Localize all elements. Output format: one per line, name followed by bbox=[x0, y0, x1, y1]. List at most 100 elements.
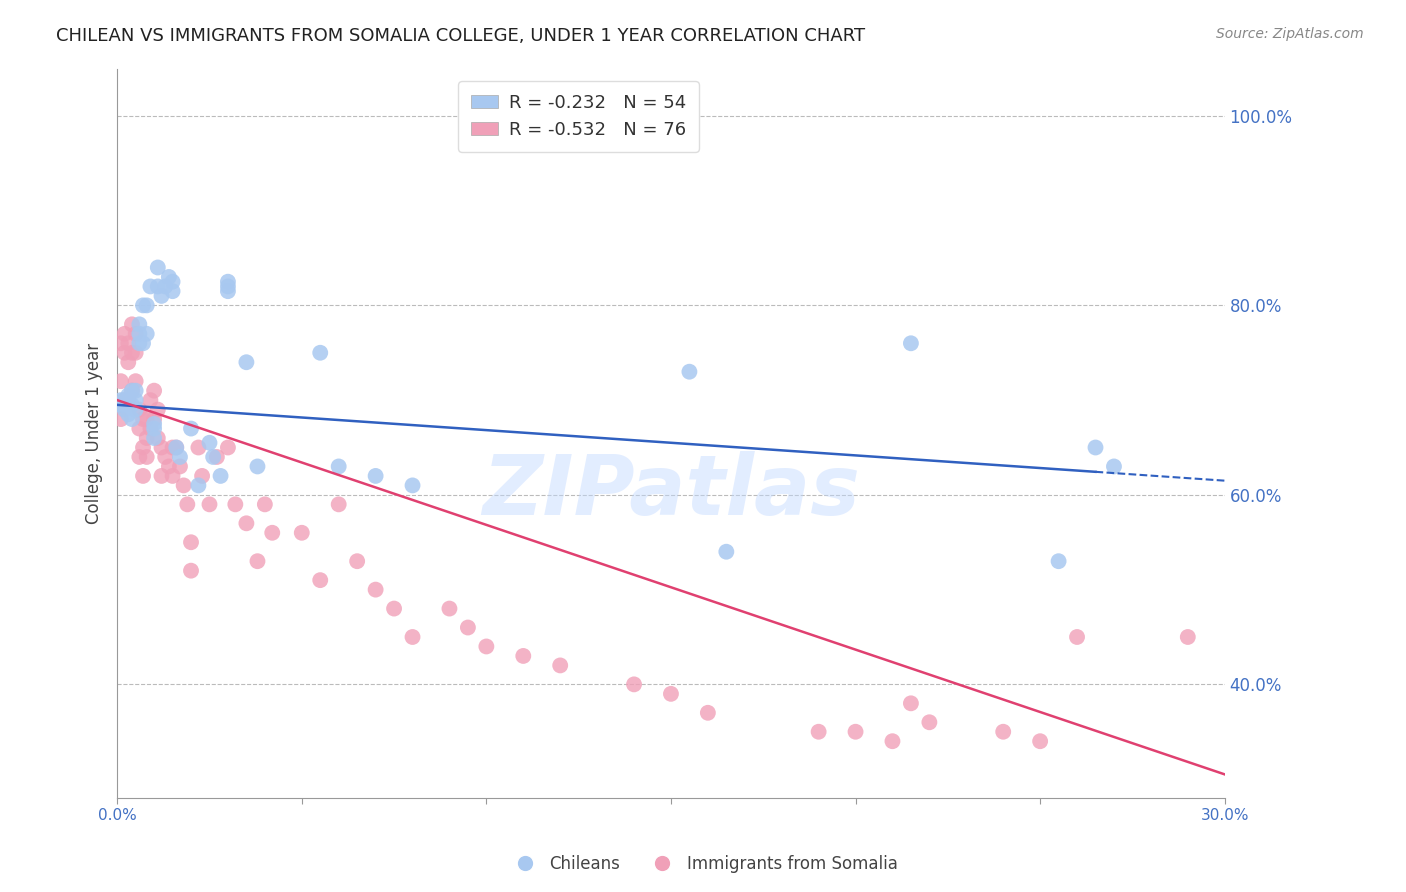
Point bbox=[121, 398, 143, 412]
Point bbox=[180, 564, 202, 578]
Point bbox=[143, 384, 166, 398]
Point bbox=[117, 336, 139, 351]
Point bbox=[162, 284, 184, 298]
Text: ZIPatlas: ZIPatlas bbox=[482, 451, 860, 533]
Point bbox=[716, 545, 738, 559]
Point bbox=[475, 640, 498, 654]
Point bbox=[187, 478, 209, 492]
Point bbox=[153, 450, 176, 464]
Point bbox=[882, 734, 904, 748]
Point bbox=[124, 393, 146, 408]
Point bbox=[165, 441, 187, 455]
Point bbox=[114, 398, 136, 412]
Point bbox=[117, 408, 139, 422]
Point bbox=[180, 421, 202, 435]
Point bbox=[157, 459, 180, 474]
Point bbox=[209, 469, 232, 483]
Point bbox=[1102, 459, 1125, 474]
Point bbox=[162, 441, 184, 455]
Point bbox=[309, 345, 332, 359]
Point bbox=[162, 469, 184, 483]
Point bbox=[328, 459, 350, 474]
Point bbox=[121, 384, 143, 398]
Point bbox=[382, 601, 405, 615]
Point bbox=[121, 318, 143, 332]
Point bbox=[217, 284, 239, 298]
Point bbox=[128, 326, 150, 341]
Point bbox=[135, 412, 157, 426]
Point bbox=[253, 497, 276, 511]
Point bbox=[457, 620, 479, 634]
Point bbox=[139, 279, 162, 293]
Point bbox=[993, 724, 1015, 739]
Point bbox=[439, 601, 461, 615]
Point bbox=[135, 326, 157, 341]
Point bbox=[198, 497, 221, 511]
Text: Source: ZipAtlas.com: Source: ZipAtlas.com bbox=[1216, 27, 1364, 41]
Point bbox=[150, 469, 173, 483]
Point bbox=[512, 648, 534, 663]
Point bbox=[364, 582, 387, 597]
Point bbox=[165, 441, 187, 455]
Point bbox=[132, 412, 155, 426]
Point bbox=[1177, 630, 1199, 644]
Point bbox=[918, 715, 941, 730]
Point bbox=[143, 421, 166, 435]
Point bbox=[124, 402, 146, 417]
Point bbox=[153, 279, 176, 293]
Point bbox=[169, 459, 191, 474]
Point bbox=[224, 497, 246, 511]
Legend: R = -0.232   N = 54, R = -0.532   N = 76: R = -0.232 N = 54, R = -0.532 N = 76 bbox=[458, 81, 699, 152]
Point bbox=[202, 450, 225, 464]
Point bbox=[110, 398, 132, 412]
Point bbox=[246, 459, 269, 474]
Text: CHILEAN VS IMMIGRANTS FROM SOMALIA COLLEGE, UNDER 1 YEAR CORRELATION CHART: CHILEAN VS IMMIGRANTS FROM SOMALIA COLLE… bbox=[56, 27, 865, 45]
Point bbox=[150, 289, 173, 303]
Point bbox=[121, 384, 143, 398]
Point bbox=[291, 525, 314, 540]
Point bbox=[135, 298, 157, 312]
Point bbox=[162, 275, 184, 289]
Point bbox=[135, 450, 157, 464]
Point bbox=[132, 298, 155, 312]
Point bbox=[124, 384, 146, 398]
Point bbox=[128, 402, 150, 417]
Point bbox=[1084, 441, 1107, 455]
Point bbox=[401, 478, 423, 492]
Point bbox=[246, 554, 269, 568]
Point bbox=[124, 345, 146, 359]
Point bbox=[139, 393, 162, 408]
Point bbox=[364, 469, 387, 483]
Point bbox=[262, 525, 284, 540]
Point bbox=[143, 417, 166, 431]
Point bbox=[117, 398, 139, 412]
Point bbox=[169, 450, 191, 464]
Point bbox=[198, 435, 221, 450]
Point bbox=[110, 393, 132, 408]
Point bbox=[900, 336, 922, 351]
Point bbox=[191, 469, 214, 483]
Point bbox=[114, 402, 136, 417]
Point bbox=[121, 412, 143, 426]
Point bbox=[696, 706, 718, 720]
Point bbox=[139, 421, 162, 435]
Point bbox=[132, 336, 155, 351]
Point bbox=[328, 497, 350, 511]
Point bbox=[146, 402, 169, 417]
Point bbox=[807, 724, 830, 739]
Point bbox=[678, 365, 700, 379]
Point bbox=[110, 374, 132, 388]
Point bbox=[309, 573, 332, 587]
Point bbox=[217, 279, 239, 293]
Point bbox=[900, 696, 922, 710]
Point bbox=[346, 554, 368, 568]
Point bbox=[1029, 734, 1052, 748]
Y-axis label: College, Under 1 year: College, Under 1 year bbox=[86, 343, 103, 524]
Point bbox=[128, 336, 150, 351]
Point bbox=[205, 450, 228, 464]
Point bbox=[117, 393, 139, 408]
Legend: Chileans, Immigrants from Somalia: Chileans, Immigrants from Somalia bbox=[502, 848, 904, 880]
Point bbox=[217, 275, 239, 289]
Point bbox=[110, 336, 132, 351]
Point bbox=[146, 431, 169, 445]
